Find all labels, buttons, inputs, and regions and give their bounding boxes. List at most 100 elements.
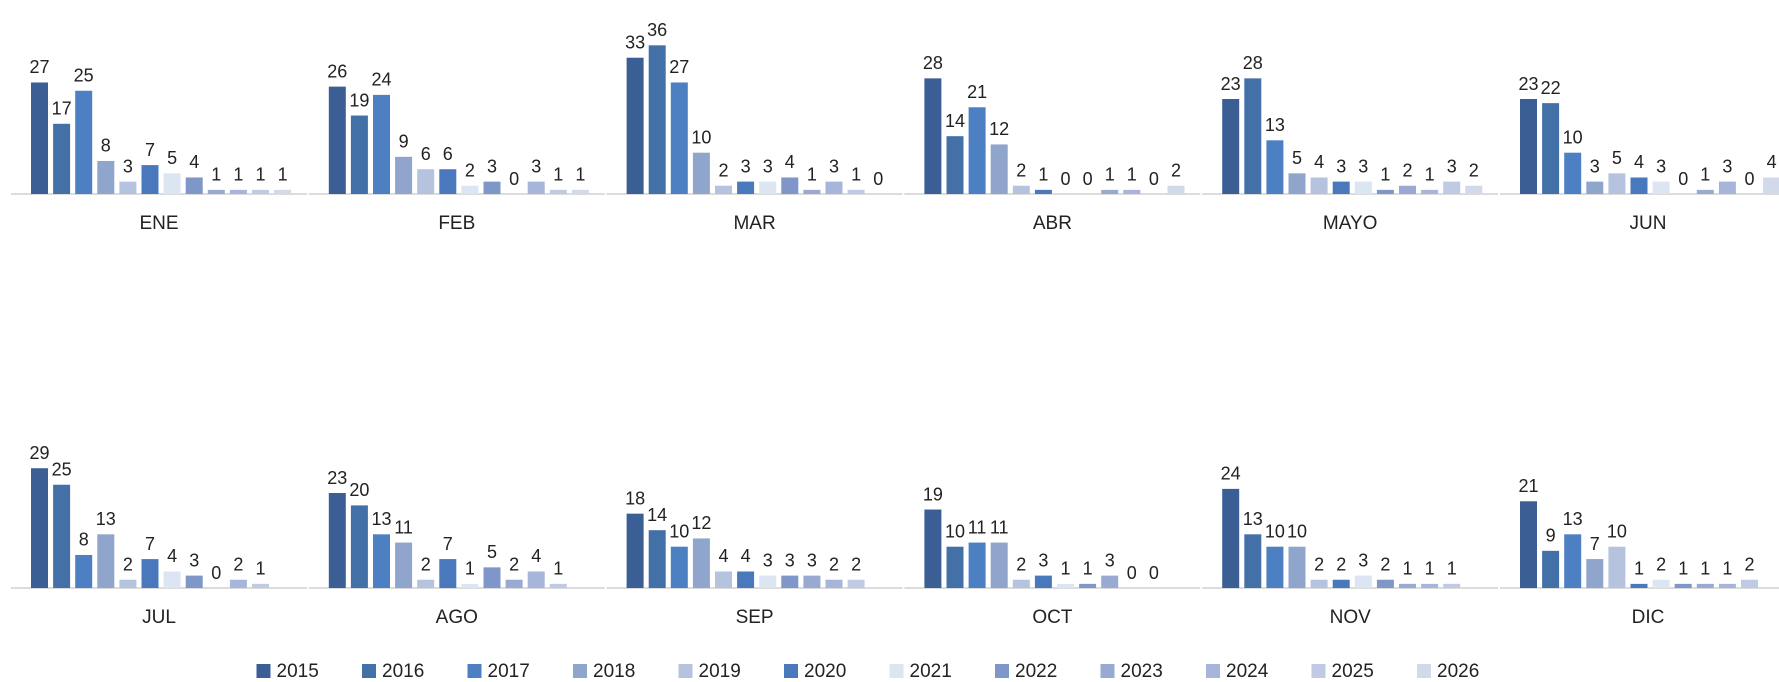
bar <box>461 583 479 588</box>
bar <box>1222 99 1240 194</box>
bar <box>328 493 346 588</box>
bar <box>715 185 732 194</box>
data-label: 27 <box>669 57 689 77</box>
data-label: 10 <box>1607 521 1627 541</box>
data-label: 5 <box>167 148 177 168</box>
legend-swatch <box>573 664 587 678</box>
data-label: 3 <box>487 156 497 176</box>
data-label: 3 <box>1656 156 1666 176</box>
bar <box>1310 579 1328 588</box>
bar <box>75 90 93 194</box>
bar <box>1123 189 1141 194</box>
legend-label: 2023 <box>1121 661 1163 682</box>
data-label: 1 <box>255 559 265 579</box>
bar <box>803 575 821 588</box>
bar <box>31 82 48 194</box>
data-label: 1 <box>553 165 563 185</box>
data-label: 28 <box>923 53 943 73</box>
data-label: 1 <box>553 559 563 579</box>
bar <box>350 505 368 588</box>
bar <box>185 177 203 194</box>
bar <box>1288 546 1306 588</box>
bar <box>274 189 292 194</box>
bar <box>1696 189 1714 194</box>
bar <box>527 181 545 194</box>
legend-swatch <box>784 664 798 678</box>
bar <box>1288 173 1306 194</box>
data-label: 8 <box>101 136 111 156</box>
data-label: 13 <box>1265 115 1285 135</box>
data-label: 0 <box>1060 169 1070 189</box>
data-label: 2 <box>1469 160 1479 180</box>
bar <box>1034 575 1052 588</box>
data-label: 1 <box>278 165 288 185</box>
data-label: 25 <box>74 66 94 86</box>
legend-swatch <box>1311 664 1326 678</box>
bar <box>1034 189 1052 194</box>
bar <box>781 177 799 194</box>
data-label: 10 <box>1563 127 1583 147</box>
bar <box>1421 583 1439 588</box>
data-label: 2 <box>1402 160 1412 180</box>
x-tick-label: OCT <box>1032 607 1073 628</box>
data-label: 5 <box>487 542 497 562</box>
data-label: 1 <box>575 165 585 185</box>
data-label: 3 <box>531 156 541 176</box>
bar <box>1564 152 1582 194</box>
data-label: 0 <box>211 563 221 583</box>
data-label: 3 <box>123 156 133 176</box>
data-label: 1 <box>255 165 265 185</box>
bar <box>53 484 71 588</box>
data-label: 1 <box>1678 559 1688 579</box>
data-label: 21 <box>967 82 987 102</box>
data-label: 36 <box>647 20 667 40</box>
data-label: 25 <box>52 460 72 480</box>
data-label: 17 <box>52 99 72 119</box>
data-label: 12 <box>691 513 711 533</box>
bar <box>968 107 986 194</box>
bar <box>229 579 247 588</box>
legend-label: 2024 <box>1226 661 1269 682</box>
data-label: 11 <box>968 517 987 537</box>
bar <box>119 579 137 588</box>
bar <box>1608 546 1626 588</box>
bar <box>825 579 843 588</box>
bar <box>328 86 346 194</box>
data-label: 11 <box>394 517 413 537</box>
bar <box>461 185 479 194</box>
data-label: 19 <box>349 90 369 110</box>
bar <box>946 136 964 194</box>
bar <box>990 144 1008 194</box>
legend-label: 2017 <box>488 661 530 682</box>
bar <box>1354 575 1372 588</box>
bar <box>1012 185 1030 194</box>
data-label: 6 <box>443 144 453 164</box>
data-label: 11 <box>990 517 1009 537</box>
bar <box>692 152 710 194</box>
data-label: 5 <box>1612 148 1622 168</box>
legend-swatch <box>1417 664 1431 678</box>
bar <box>373 534 390 588</box>
bar <box>527 571 545 588</box>
data-label: 1 <box>1425 165 1435 185</box>
bar <box>670 546 688 588</box>
data-label: 0 <box>1127 563 1137 583</box>
data-label: 10 <box>669 521 689 541</box>
bar <box>1586 181 1604 194</box>
bar <box>53 123 71 194</box>
data-label: 2 <box>1314 554 1324 574</box>
bar <box>648 530 666 588</box>
bar <box>1718 181 1736 194</box>
data-label: 22 <box>1541 78 1561 98</box>
bar <box>1167 185 1185 194</box>
bar <box>759 575 777 588</box>
data-label: 24 <box>371 70 391 90</box>
data-label: 4 <box>1767 152 1777 172</box>
bar <box>825 181 843 194</box>
data-label: 3 <box>1336 156 1346 176</box>
data-label: 2 <box>465 160 475 180</box>
data-label: 2 <box>1016 160 1026 180</box>
data-label: 4 <box>741 546 751 566</box>
data-label: 7 <box>145 140 155 160</box>
